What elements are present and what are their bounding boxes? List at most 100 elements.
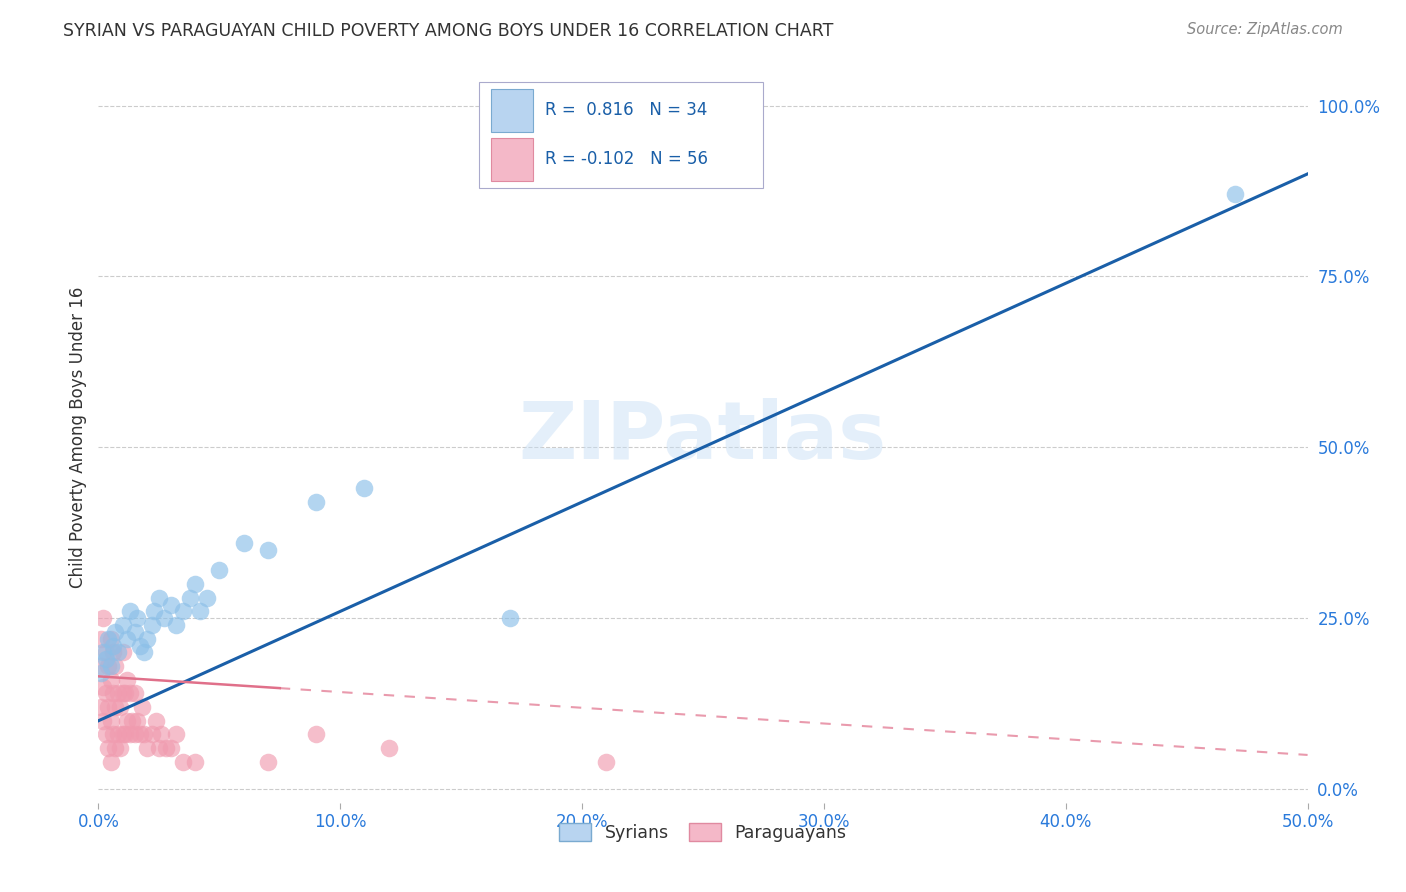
Point [195, 591, 218, 605]
Point [141, 727, 163, 741]
Point [128, 727, 150, 741]
Point [148, 591, 170, 605]
Point [117, 632, 139, 646]
Point [165, 727, 187, 741]
Point [111, 686, 134, 700]
Point [100, 755, 122, 769]
Point [100, 714, 122, 728]
Point [111, 645, 134, 659]
Point [91, 680, 114, 694]
Text: SYRIAN VS PARAGUAYAN CHILD POVERTY AMONG BOYS UNDER 16 CORRELATION CHART: SYRIAN VS PARAGUAYAN CHILD POVERTY AMONG… [63, 22, 834, 40]
Point [135, 632, 157, 646]
Point [97, 632, 120, 646]
Point [124, 686, 146, 700]
Point [134, 727, 156, 741]
Point [91, 645, 114, 659]
Point [114, 686, 136, 700]
Text: Source: ZipAtlas.com: Source: ZipAtlas.com [1187, 22, 1343, 37]
Point [141, 618, 163, 632]
Point [114, 727, 136, 741]
Point [208, 563, 231, 577]
Point [305, 495, 328, 509]
Point [108, 700, 131, 714]
Point [256, 542, 278, 557]
Point [148, 741, 170, 756]
Point [188, 604, 211, 618]
Point [179, 591, 201, 605]
Point [94, 645, 117, 659]
Point [91, 714, 114, 728]
Point [91, 611, 114, 625]
Text: R = -0.102   N = 56: R = -0.102 N = 56 [544, 150, 707, 168]
Point [107, 645, 129, 659]
Text: ZIPatlas: ZIPatlas [519, 398, 887, 476]
Point [107, 686, 129, 700]
Point [100, 632, 122, 646]
Point [104, 741, 127, 756]
Legend: Syrians, Paraguayans: Syrians, Paraguayans [553, 816, 853, 849]
Point [97, 659, 120, 673]
Point [118, 727, 141, 741]
Point [172, 604, 194, 618]
Point [353, 481, 375, 495]
Point [101, 639, 124, 653]
Point [127, 611, 149, 625]
Point [94, 727, 117, 741]
Point [104, 659, 127, 673]
Point [94, 686, 117, 700]
Point [111, 727, 134, 741]
Point [107, 727, 129, 741]
Point [595, 755, 617, 769]
Point [256, 755, 278, 769]
Point [143, 604, 166, 618]
Point [160, 741, 183, 756]
Point [90, 632, 112, 646]
Point [155, 741, 177, 756]
Point [118, 686, 141, 700]
Point [90, 665, 112, 680]
Point [124, 624, 146, 639]
Point [100, 673, 122, 687]
Point [100, 659, 122, 673]
Point [152, 611, 174, 625]
Point [172, 755, 194, 769]
Point [121, 714, 143, 728]
Point [127, 714, 149, 728]
Point [97, 700, 120, 714]
Point [117, 673, 139, 687]
Point [1223, 187, 1246, 202]
FancyBboxPatch shape [492, 88, 533, 132]
Point [111, 618, 134, 632]
Point [117, 714, 139, 728]
Text: R =  0.816   N = 34: R = 0.816 N = 34 [544, 101, 707, 120]
Point [90, 659, 112, 673]
Point [101, 686, 124, 700]
Point [104, 624, 127, 639]
Point [184, 755, 207, 769]
FancyBboxPatch shape [479, 82, 763, 188]
Point [135, 741, 157, 756]
Point [134, 645, 156, 659]
Point [145, 714, 167, 728]
FancyBboxPatch shape [492, 137, 533, 181]
Point [90, 700, 112, 714]
Point [108, 741, 131, 756]
Point [165, 618, 187, 632]
Point [94, 652, 117, 666]
Point [101, 727, 124, 741]
Point [104, 700, 127, 714]
Point [160, 598, 183, 612]
Point [101, 645, 124, 659]
Point [128, 639, 150, 653]
Point [124, 727, 146, 741]
Point [184, 577, 207, 591]
Point [150, 727, 173, 741]
Point [97, 741, 120, 756]
Point [305, 727, 328, 741]
Point [498, 611, 520, 625]
Y-axis label: Child Poverty Among Boys Under 16: Child Poverty Among Boys Under 16 [69, 286, 87, 588]
Point [232, 536, 254, 550]
Point [131, 700, 153, 714]
Point [118, 604, 141, 618]
Point [377, 741, 399, 756]
